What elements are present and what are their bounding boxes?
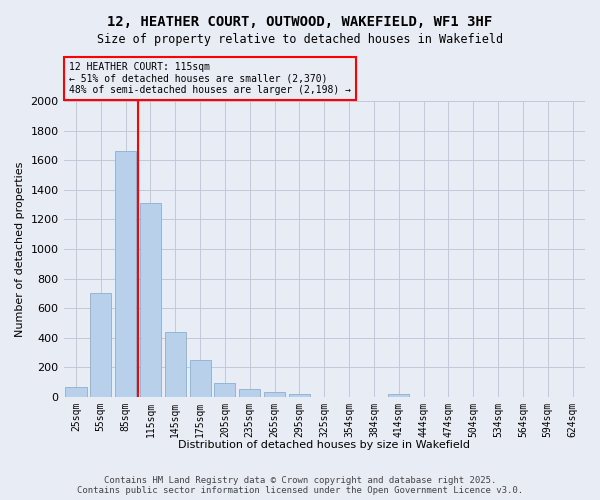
Text: Size of property relative to detached houses in Wakefield: Size of property relative to detached ho…	[97, 32, 503, 46]
Text: 12 HEATHER COURT: 115sqm
← 51% of detached houses are smaller (2,370)
48% of sem: 12 HEATHER COURT: 115sqm ← 51% of detach…	[69, 62, 351, 95]
Bar	[115, 152, 136, 397]
Bar	[388, 394, 409, 397]
Bar	[190, 360, 211, 397]
Bar	[289, 394, 310, 397]
Bar	[65, 386, 86, 397]
Bar	[90, 294, 112, 397]
Bar	[214, 383, 235, 397]
Bar	[165, 332, 186, 397]
Text: Contains HM Land Registry data © Crown copyright and database right 2025.
Contai: Contains HM Land Registry data © Crown c…	[77, 476, 523, 495]
Bar	[264, 392, 285, 397]
Y-axis label: Number of detached properties: Number of detached properties	[15, 162, 25, 336]
X-axis label: Distribution of detached houses by size in Wakefield: Distribution of detached houses by size …	[178, 440, 470, 450]
Text: 12, HEATHER COURT, OUTWOOD, WAKEFIELD, WF1 3HF: 12, HEATHER COURT, OUTWOOD, WAKEFIELD, W…	[107, 15, 493, 29]
Bar	[140, 203, 161, 397]
Bar	[239, 389, 260, 397]
